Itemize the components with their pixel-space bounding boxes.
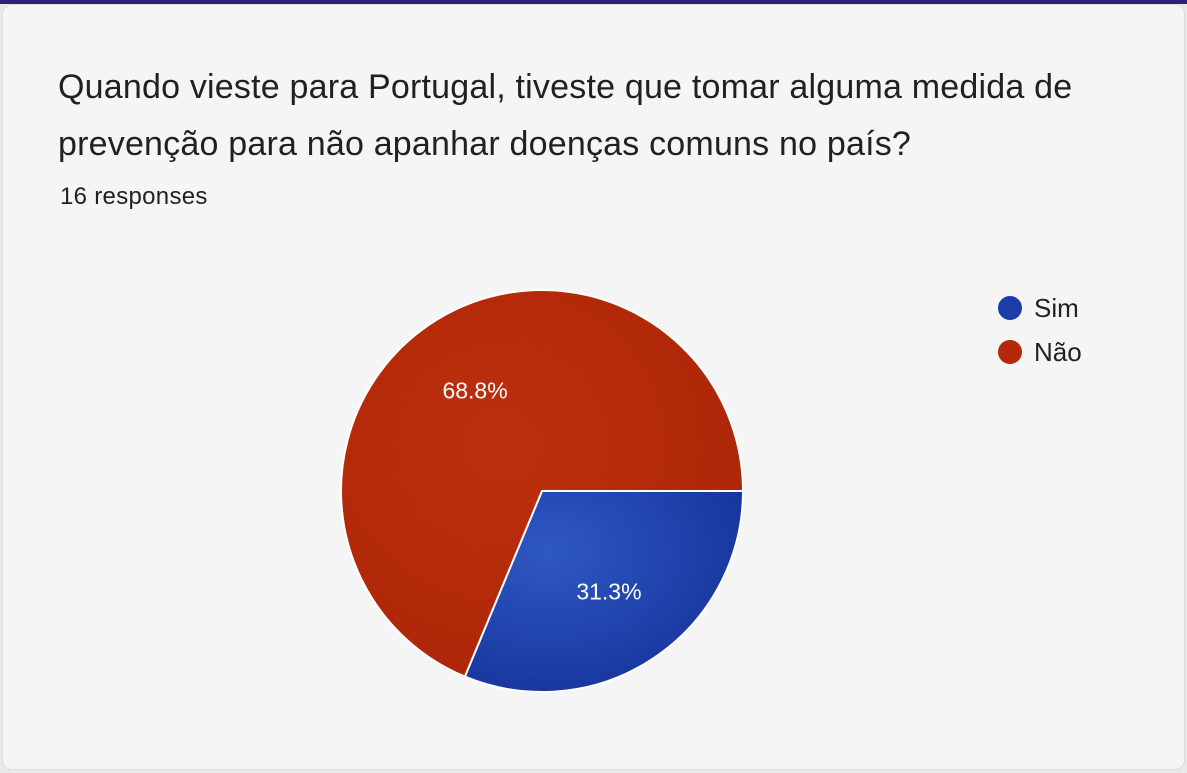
chart-legend: Sim Não	[998, 286, 1082, 374]
legend-label-sim: Sim	[1034, 292, 1079, 323]
legend-swatch-nao	[998, 340, 1022, 364]
legend-item-nao[interactable]: Não	[998, 330, 1082, 374]
pie-slice-nao[interactable]	[340, 289, 745, 678]
legend-label-nao: Não	[1034, 336, 1082, 367]
slice-label-nao: 68.8%	[442, 378, 507, 404]
slice-label-sim: 31.3%	[576, 578, 641, 604]
legend-item-sim[interactable]: Sim	[998, 286, 1082, 330]
question-title: Quando vieste para Portugal, tiveste que…	[58, 68, 1073, 163]
top-accent-bar	[0, 0, 1187, 4]
response-count: 16 responses	[60, 183, 208, 210]
pie-slice-sim[interactable]	[463, 490, 745, 693]
legend-swatch-sim	[998, 296, 1022, 320]
